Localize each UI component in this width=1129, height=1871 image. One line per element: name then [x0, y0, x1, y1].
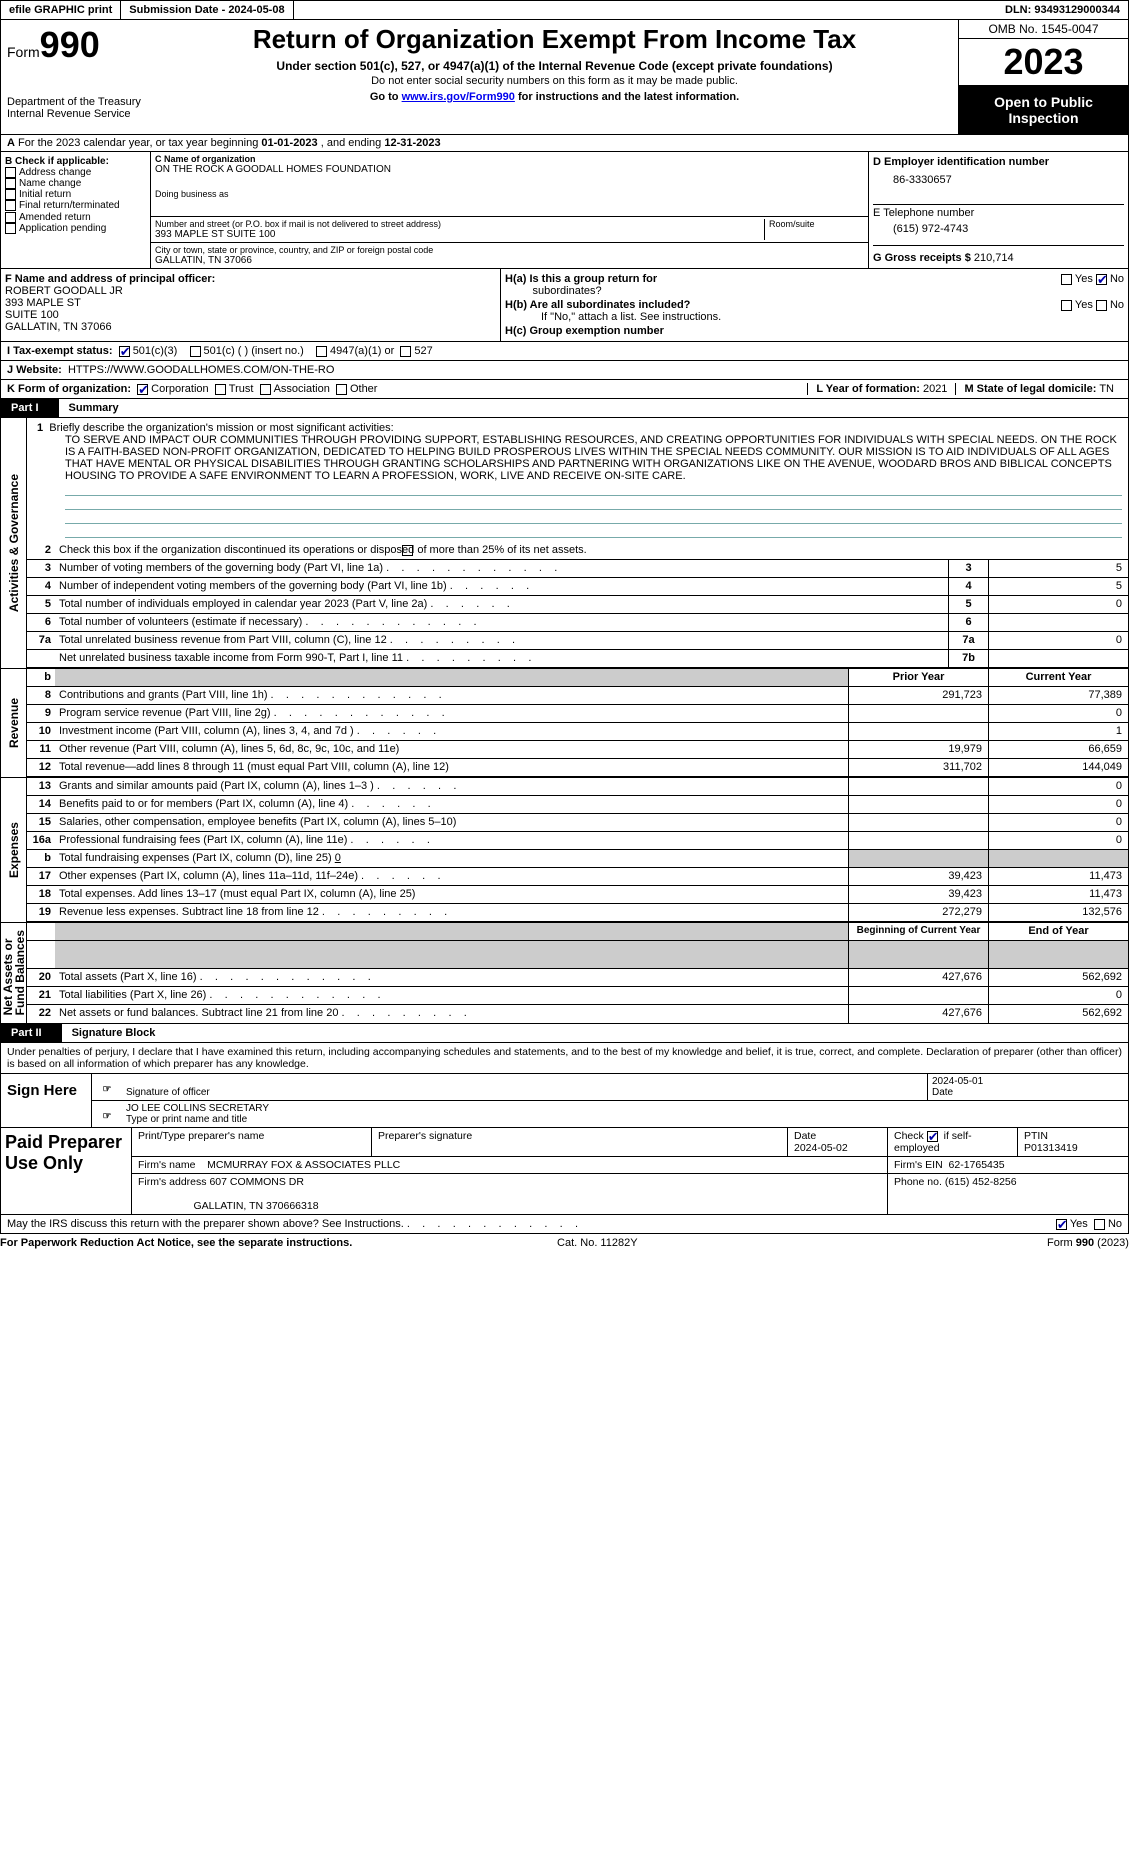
chk-app-pending[interactable] [5, 223, 16, 234]
net-assets-section: Net Assets or Fund Balances Beginning of… [0, 922, 1129, 1024]
gross-receipts: 210,714 [974, 252, 1014, 264]
chk-other[interactable] [336, 384, 347, 395]
part1-header: Part I Summary [0, 399, 1129, 418]
street-address: 393 MAPLE ST SUITE 100 [155, 229, 764, 240]
subtitle-2: Do not enter social security numbers on … [155, 75, 954, 87]
chk-self-employed[interactable] [927, 1131, 938, 1142]
row-i-tax-status: I Tax-exempt status: 501(c)(3) 501(c) ( … [0, 342, 1129, 361]
activities-governance: Activities & Governance 1 Briefly descri… [0, 418, 1129, 668]
state-domicile: TN [1099, 383, 1114, 395]
form-number: Form990 [7, 24, 145, 66]
signature-block: Under penalties of perjury, I declare th… [0, 1043, 1129, 1128]
mission-text: TO SERVE AND IMPACT OUR COMMUNITIES THRO… [65, 434, 1122, 482]
city-state-zip: GALLATIN, TN 37066 [155, 255, 864, 266]
chk-trust[interactable] [215, 384, 226, 395]
chk-initial-return[interactable] [5, 189, 16, 200]
expenses-section: Expenses 13Grants and similar amounts pa… [0, 777, 1129, 922]
part2-header: Part II Signature Block [0, 1024, 1129, 1043]
telephone: (615) 972-4743 [873, 219, 1124, 235]
subtitle-3: Go to www.irs.gov/Form990 for instructio… [155, 91, 954, 103]
chk-line2[interactable] [402, 545, 413, 556]
chk-527[interactable] [400, 346, 411, 357]
open-inspection: Open to Public Inspection [959, 86, 1128, 134]
chk-address-change[interactable] [5, 167, 16, 178]
tax-year: 2023 [959, 39, 1128, 86]
principal-officer: F Name and address of principal officer:… [1, 269, 501, 341]
firm-name: MCMURRAY FOX & ASSOCIATES PLLC [207, 1159, 400, 1171]
chk-hb-yes[interactable] [1061, 300, 1072, 311]
ein-value: 86-3330657 [873, 168, 1124, 186]
subtitle-1: Under section 501(c), 527, or 4947(a)(1)… [155, 59, 954, 73]
dept-label: Department of the Treasury Internal Reve… [7, 96, 145, 120]
chk-final-return[interactable] [5, 200, 16, 211]
chk-ha-yes[interactable] [1061, 274, 1072, 285]
chk-amended-return[interactable] [5, 212, 16, 223]
year-formation: 2021 [923, 383, 947, 395]
org-name: ON THE ROCK A GOODALL HOMES FOUNDATION [155, 164, 864, 175]
form-header: Form990 Department of the Treasury Inter… [0, 20, 1129, 135]
row-k-form-org: K Form of organization: Corporation Trus… [0, 380, 1129, 399]
chk-discuss-yes[interactable] [1056, 1219, 1067, 1230]
discuss-row: May the IRS discuss this return with the… [0, 1215, 1129, 1234]
topbar: efile GRAPHIC print Submission Date - 20… [0, 0, 1129, 20]
chk-name-change[interactable] [5, 178, 16, 189]
mission-block: 1 Briefly describe the organization's mi… [27, 418, 1128, 542]
row-j-website: J Website: HTTPS://WWW.GOODALLHOMES.COM/… [0, 361, 1129, 380]
col-d-ein: D Employer identification number 86-3330… [868, 152, 1128, 268]
col-b-checkboxes: B Check if applicable: Address change Na… [1, 152, 151, 268]
chk-discuss-no[interactable] [1094, 1219, 1105, 1230]
chk-hb-no[interactable] [1096, 300, 1107, 311]
perjury-statement: Under penalties of perjury, I declare th… [1, 1043, 1128, 1073]
section-bcd: B Check if applicable: Address change Na… [0, 152, 1129, 269]
chk-501c3[interactable] [119, 346, 130, 357]
efile-label: efile GRAPHIC print [1, 1, 121, 19]
chk-ha-no[interactable] [1096, 274, 1107, 285]
chk-501c[interactable] [190, 346, 201, 357]
submission-date: Submission Date - 2024-05-08 [121, 1, 293, 19]
officer-name: JO LEE COLLINS SECRETARY [126, 1103, 269, 1114]
form-title: Return of Organization Exempt From Incom… [155, 24, 954, 55]
section-fh: F Name and address of principal officer:… [0, 269, 1129, 342]
chk-assoc[interactable] [260, 384, 271, 395]
revenue-section: Revenue bPrior YearCurrent Year 8Contrib… [0, 668, 1129, 777]
website-url: HTTPS://WWW.GOODALLHOMES.COM/ON-THE-RO [68, 364, 334, 376]
col-c-org-info: C Name of organization ON THE ROCK A GOO… [151, 152, 868, 268]
col-h-group: H(a) Is this a group return for subordin… [501, 269, 1128, 341]
dln: DLN: 93493129000344 [997, 1, 1128, 19]
page-footer: For Paperwork Reduction Act Notice, see … [0, 1234, 1129, 1252]
omb-number: OMB No. 1545-0047 [959, 20, 1128, 39]
chk-4947[interactable] [316, 346, 327, 357]
row-a-tax-year: A For the 2023 calendar year, or tax yea… [0, 135, 1129, 152]
paid-preparer-block: Paid Preparer Use Only Print/Type prepar… [0, 1128, 1129, 1215]
chk-corp[interactable] [137, 384, 148, 395]
irs-link[interactable]: www.irs.gov/Form990 [402, 91, 515, 103]
